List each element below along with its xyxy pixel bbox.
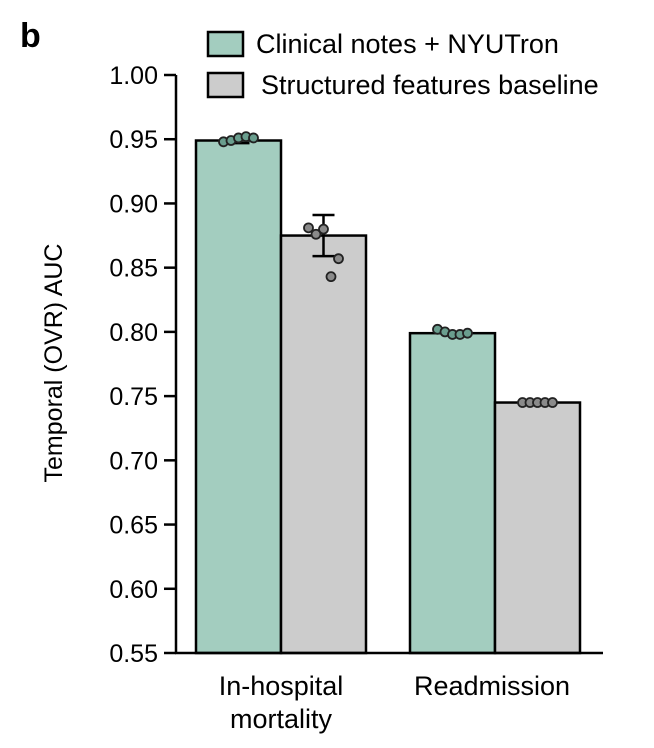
data-point xyxy=(310,228,322,240)
y-tick-label: 0.65 xyxy=(109,512,158,540)
y-axis-ticks: 0.55 0.60 0.65 0.70 0.75 0.80 0.85 0.90 0.95 1.00 xyxy=(109,62,176,668)
y-tick-label: 0.90 xyxy=(109,190,158,218)
data-point xyxy=(462,327,473,339)
y-tick-label: 0.85 xyxy=(109,255,158,283)
legend-swatch-baseline xyxy=(206,71,245,99)
bar xyxy=(493,401,582,655)
legend: Clinical notes + NYUTron Structured feat… xyxy=(206,29,599,100)
panel-label: b xyxy=(20,17,41,55)
x-category-label: In-hospital xyxy=(219,671,344,701)
legend-label-nyutron: Clinical notes + NYUTron xyxy=(256,29,559,59)
data-point xyxy=(248,132,259,144)
y-tick-label: 0.70 xyxy=(109,447,158,475)
y-tick-label: 0.55 xyxy=(109,640,158,668)
y-tick-label: 0.80 xyxy=(109,319,158,347)
x-category-label: Readmission xyxy=(414,671,570,701)
bar xyxy=(194,139,283,655)
bars xyxy=(194,139,582,655)
legend-label-baseline: Structured features baseline xyxy=(261,70,599,100)
y-tick-label: 0.60 xyxy=(109,576,158,604)
y-tick-label: 1.00 xyxy=(109,62,158,90)
data-point xyxy=(547,397,558,408)
bar xyxy=(408,331,497,655)
bar xyxy=(279,234,368,655)
data-point xyxy=(333,253,344,265)
data-points xyxy=(218,131,558,408)
y-axis-label: Temporal (OVR) AUC xyxy=(40,244,68,483)
x-category-label: mortality xyxy=(230,704,333,734)
data-point xyxy=(303,222,314,234)
legend-swatch-nyutron xyxy=(206,30,245,58)
y-tick-label: 0.95 xyxy=(109,126,158,154)
data-point xyxy=(318,223,329,235)
y-tick-label: 0.75 xyxy=(109,383,158,411)
data-point xyxy=(325,271,337,283)
